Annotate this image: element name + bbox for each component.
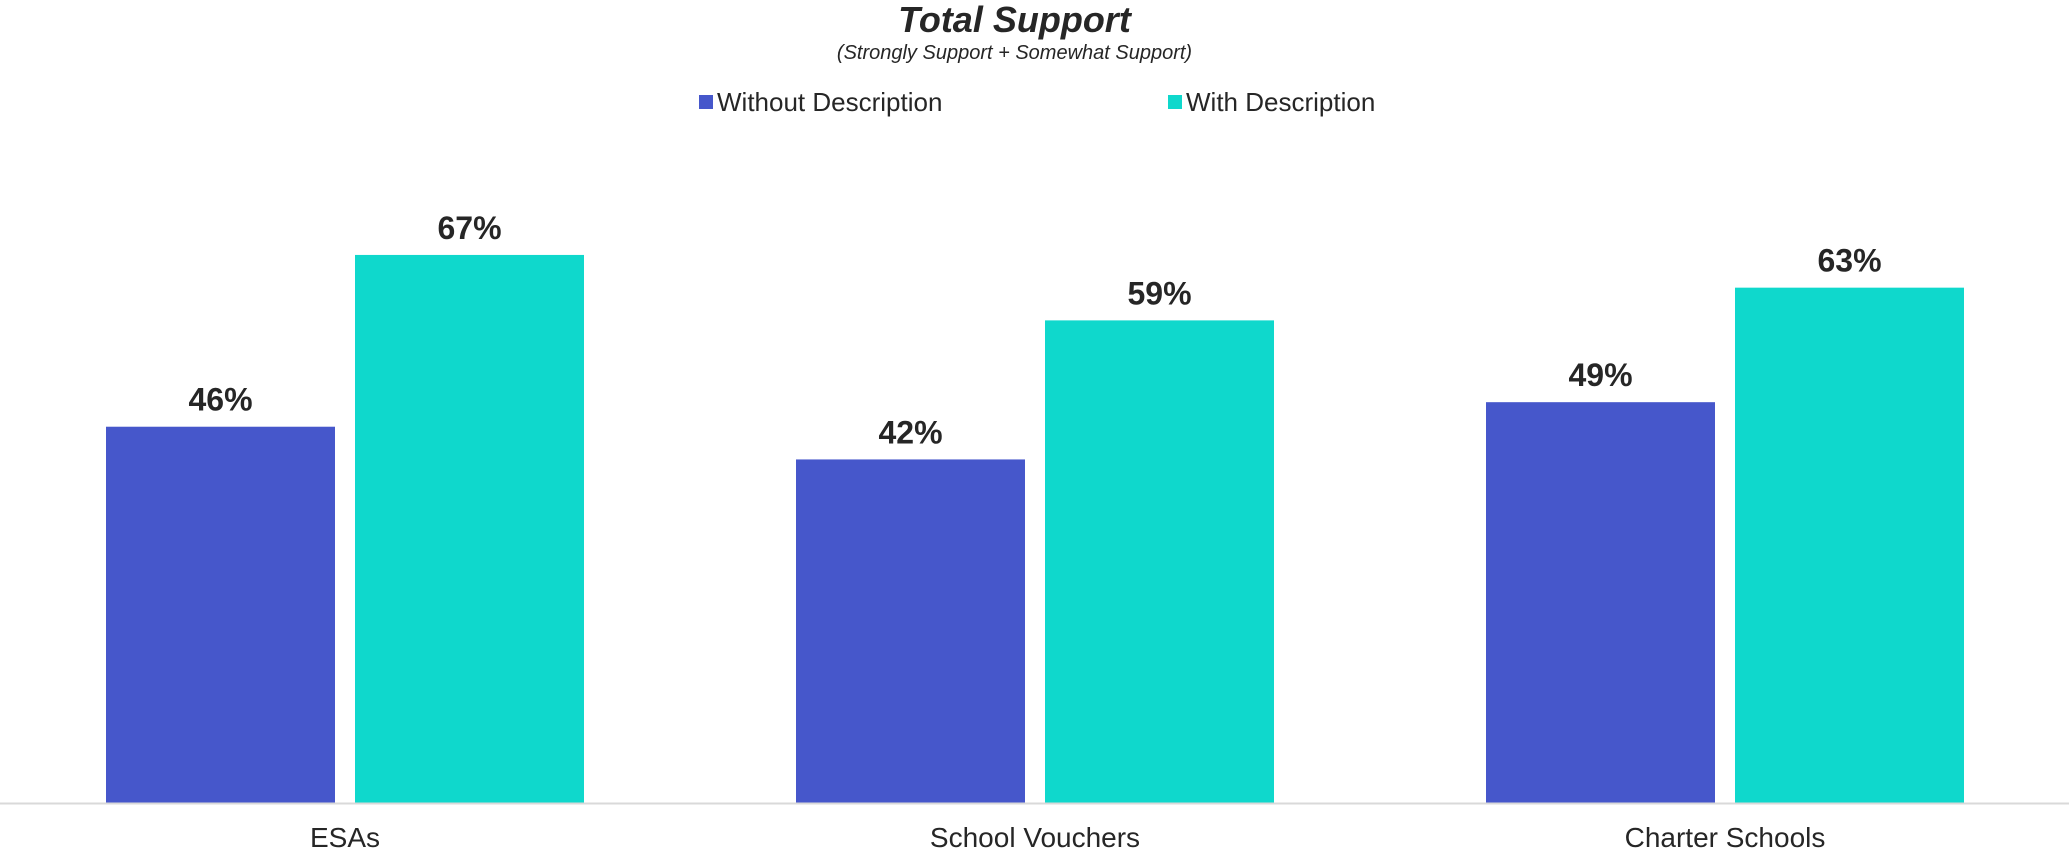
data-label-charter-schools-with-description: 63%: [1817, 243, 1881, 279]
bar-esas-with-description: [355, 254, 584, 803]
category-label-esas: ESAs: [310, 822, 380, 853]
data-label-charter-schools-without-description: 49%: [1568, 357, 1632, 393]
category-label-school-vouchers: School Vouchers: [930, 822, 1140, 853]
data-label-school-vouchers-with-description: 59%: [1127, 275, 1191, 311]
bar-school-vouchers-with-description: [1045, 320, 1274, 803]
data-label-school-vouchers-without-description: 42%: [878, 414, 942, 450]
data-label-esas-without-description: 46%: [188, 382, 252, 418]
chart-subtitle: (Strongly Support + Somewhat Support): [836, 42, 1193, 64]
bar-charter-schools-without-description: [1486, 402, 1715, 803]
legend-item-without-description: Without Description: [699, 84, 942, 120]
legend-swatch-without-description: [699, 95, 713, 109]
chart-title: Total Support: [898, 0, 1131, 40]
bar-esas-without-description: [106, 426, 335, 803]
legend-swatch-with-description: [1168, 95, 1182, 109]
legend-label-without-description: Without Description: [717, 86, 943, 117]
legend-item-with-description: With Description: [1168, 84, 1375, 120]
legend-label-with-description: With Description: [1186, 86, 1376, 117]
bar-charter-schools-with-description: [1735, 287, 1964, 803]
data-label-esas-with-description: 67%: [437, 210, 501, 246]
bar-school-vouchers-without-description: [796, 459, 1025, 803]
category-label-charter-schools: Charter Schools: [1625, 822, 1826, 853]
